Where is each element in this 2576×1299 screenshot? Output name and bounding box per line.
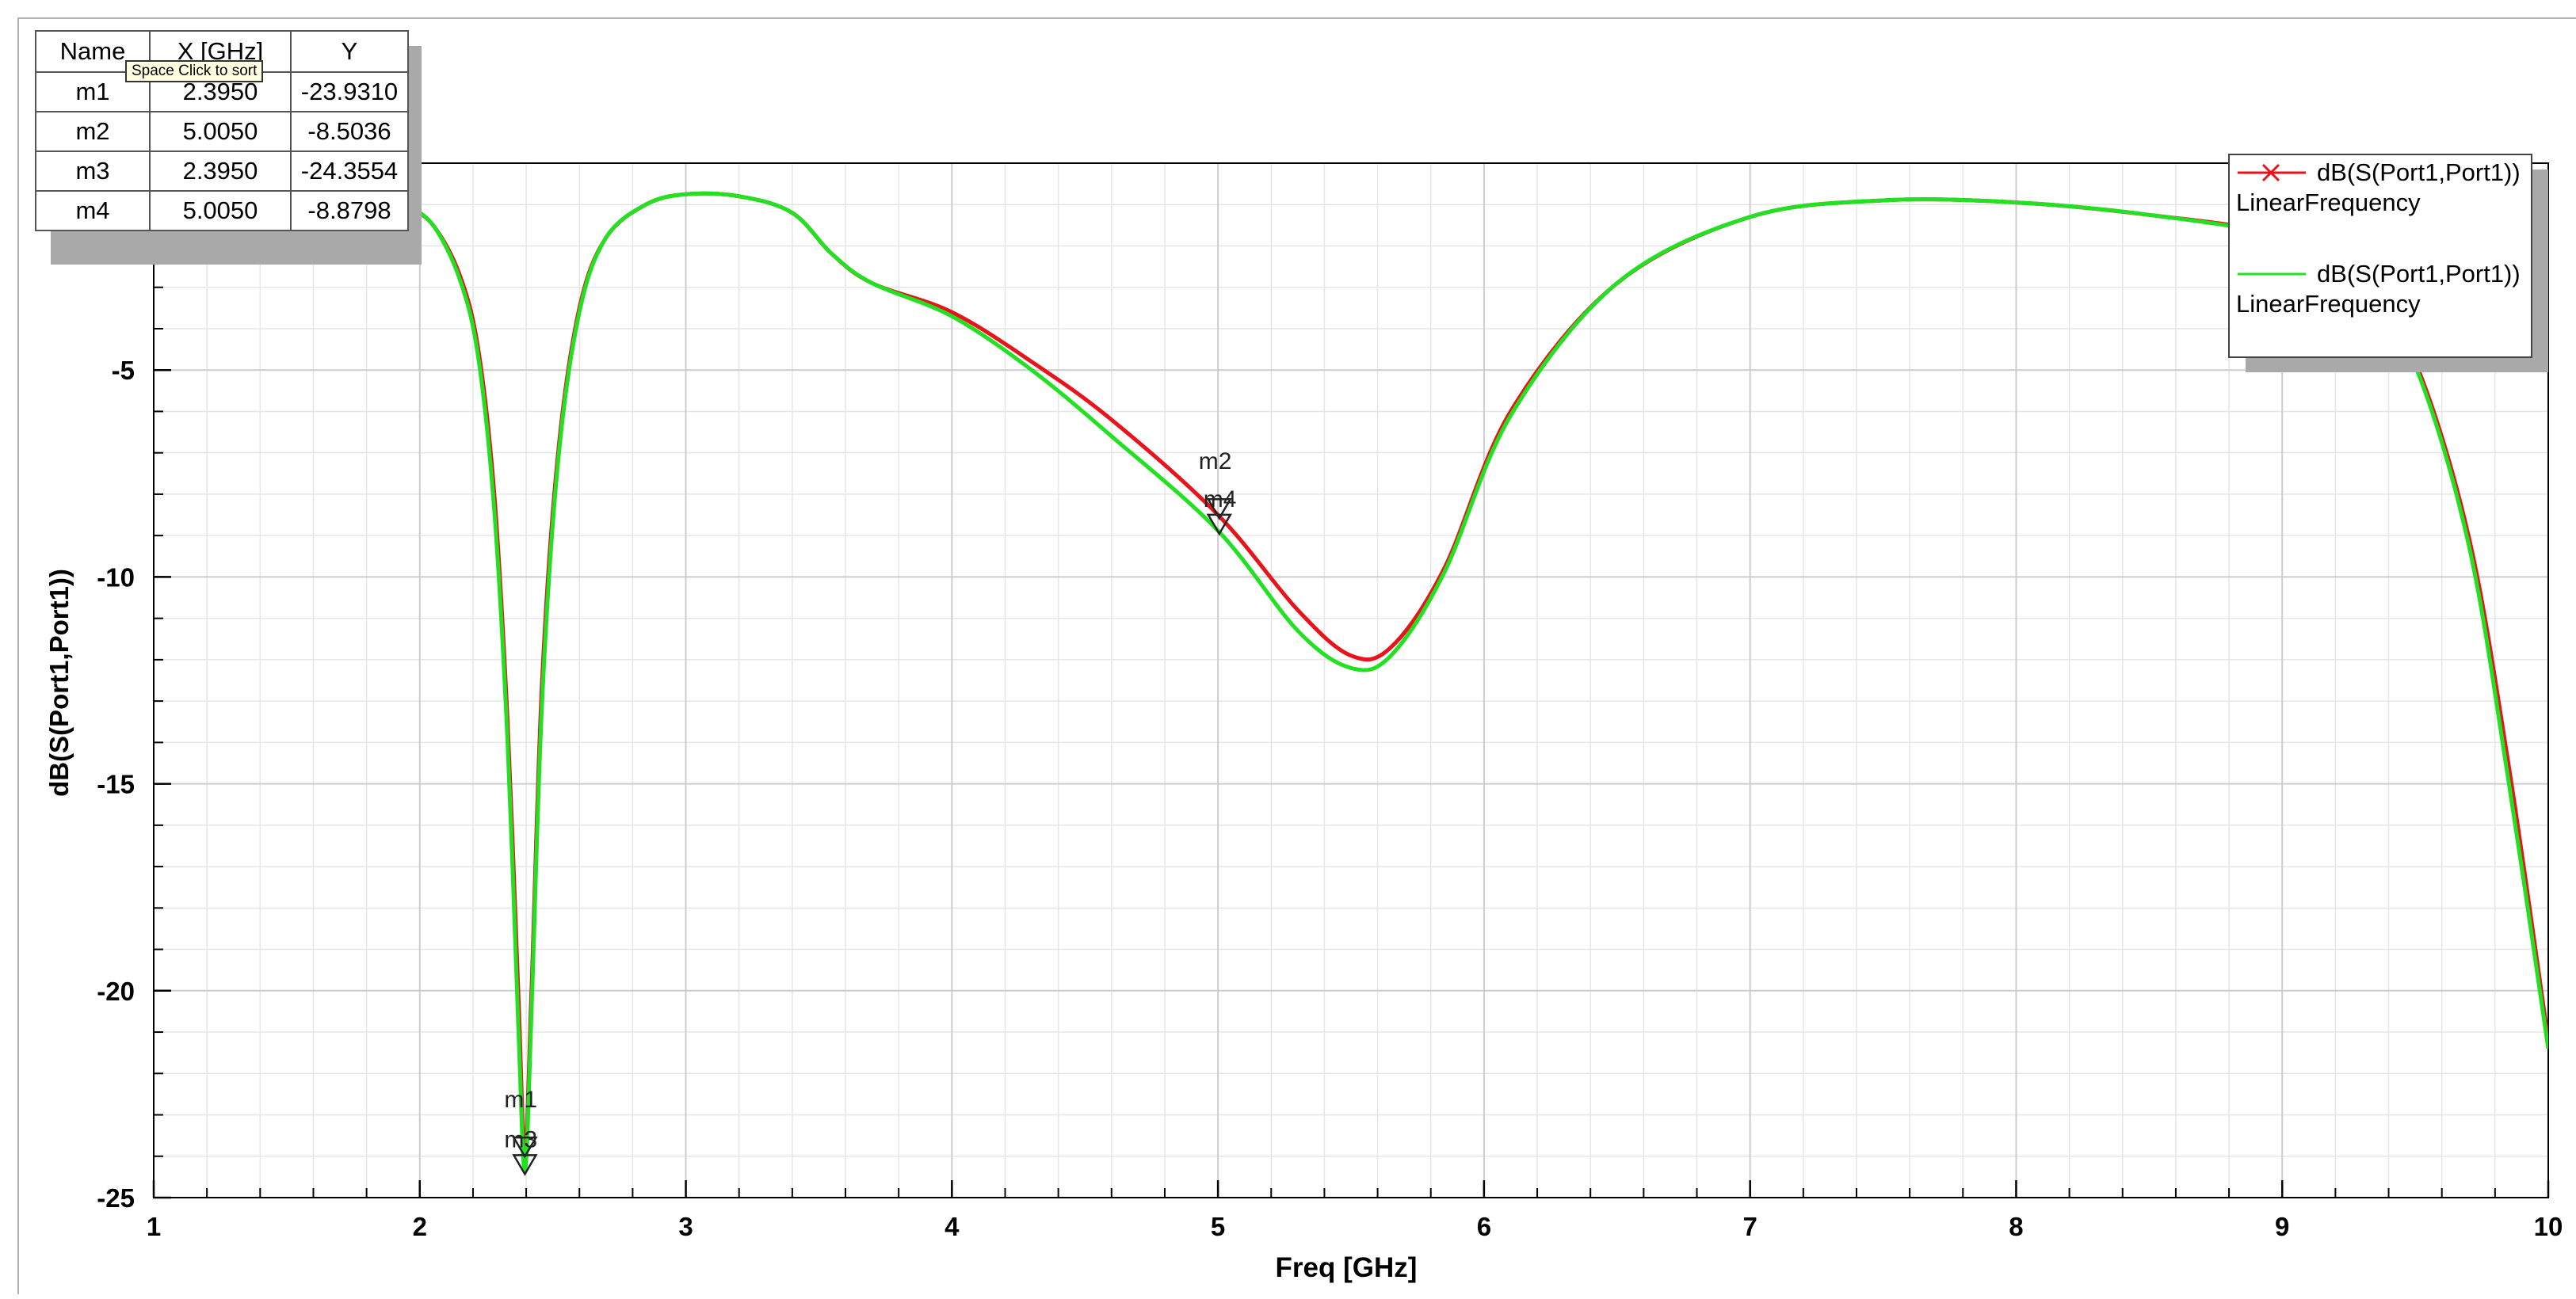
- marker-label: m2: [1199, 448, 1232, 474]
- marker-x-cell: 5.0050: [149, 111, 292, 152]
- marker-table: Name X [GHz] Y m1 2.3950 -23.9310 m2 5.0…: [35, 30, 409, 231]
- x-tick-label: 7: [1742, 1212, 1757, 1241]
- marker-name-cell: m3: [35, 150, 151, 192]
- y-axis-label: dB(S(Port1,Port1)): [44, 569, 74, 797]
- x-tick-label: 5: [1211, 1212, 1225, 1241]
- x-tick-label: 10: [2534, 1212, 2563, 1241]
- marker-table-header-x[interactable]: X [GHz]: [149, 30, 292, 73]
- x-axis-label: Freq [GHz]: [1276, 1252, 1418, 1283]
- marker-layer: m1 m2 m3 m4: [504, 448, 1237, 1176]
- tick-labels: 1 2 3 4 5 6 7 8 9 10 -5 -10 -15 -20 -25: [97, 356, 2563, 1241]
- x-tick-label: 6: [1477, 1212, 1491, 1241]
- marker-table-header-y[interactable]: Y: [290, 30, 409, 73]
- table-row[interactable]: m2 5.0050 -8.5036: [35, 111, 409, 152]
- plot-box: [153, 162, 2549, 1198]
- plot-frame-border: [17, 17, 2576, 1294]
- marker-triangle-icon: [1206, 513, 1232, 536]
- legend-label: dB(S(Port1,Port1)): [2317, 260, 2521, 288]
- marker-y-cell: -8.5036: [290, 111, 409, 152]
- marker-x-cell: 2.3950: [149, 150, 292, 192]
- legend-swatch-green-icon: [2238, 272, 2306, 276]
- y-tick-label: -5: [112, 356, 135, 385]
- x-tick-label: 2: [413, 1212, 427, 1241]
- marker-y-cell: -24.3554: [290, 150, 409, 192]
- marker-triangle-icon: [512, 1136, 538, 1159]
- legend-sublabel: LinearFrequency: [2236, 290, 2421, 318]
- series-line-red: [405, 191, 2548, 1156]
- x-tick-label: 1: [147, 1212, 161, 1241]
- series-line-green: [405, 191, 2548, 1173]
- minor-grid: [153, 162, 2549, 1198]
- x-tick-label: 3: [678, 1212, 693, 1241]
- legend-item[interactable]: dB(S(Port1,Port1)) LinearFrequency: [2236, 158, 2521, 217]
- legend-label: dB(S(Port1,Port1)): [2317, 158, 2521, 186]
- legend[interactable]: dB(S(Port1,Port1)) LinearFrequency dB(S(…: [2228, 154, 2532, 358]
- marker-label: m3: [504, 1126, 537, 1152]
- marker-name-cell: m1: [35, 71, 151, 112]
- marker-name-cell: m4: [35, 190, 151, 231]
- series-layer: [405, 191, 2548, 1173]
- legend-swatch-red-icon: [2238, 163, 2306, 182]
- table-row[interactable]: m4 5.0050 -8.8798: [35, 190, 409, 231]
- y-tick-label: -10: [97, 562, 135, 592]
- marker-triangle-icon: [1206, 497, 1232, 520]
- marker-triangle-icon: [512, 1154, 538, 1176]
- x-tick-label: 8: [2009, 1212, 2023, 1241]
- marker-label: m4: [1204, 486, 1237, 512]
- marker-table-panel: Name X [GHz] Y m1 2.3950 -23.9310 m2 5.0…: [35, 30, 422, 265]
- y-tick-label: -20: [97, 977, 135, 1006]
- x-tick-label: 4: [945, 1212, 960, 1241]
- y-tick-label: -15: [97, 770, 135, 799]
- sort-tooltip: Space Click to sort: [125, 60, 264, 82]
- table-row[interactable]: m3 2.3950 -24.3554: [35, 150, 409, 192]
- legend-sublabel: LinearFrequency: [2236, 189, 2421, 216]
- marker-name-cell: m2: [35, 111, 151, 152]
- legend-item[interactable]: dB(S(Port1,Port1)) LinearFrequency: [2236, 260, 2521, 318]
- x-tick-label: 9: [2275, 1212, 2289, 1241]
- marker-label: m1: [504, 1087, 537, 1113]
- major-grid: [153, 163, 2549, 1198]
- marker-y-cell: -8.8798: [290, 190, 409, 231]
- axis-ticks: [152, 162, 2550, 1199]
- marker-x-cell: 5.0050: [149, 190, 292, 231]
- y-tick-label: -25: [97, 1183, 135, 1213]
- marker-y-cell: -23.9310: [290, 71, 409, 112]
